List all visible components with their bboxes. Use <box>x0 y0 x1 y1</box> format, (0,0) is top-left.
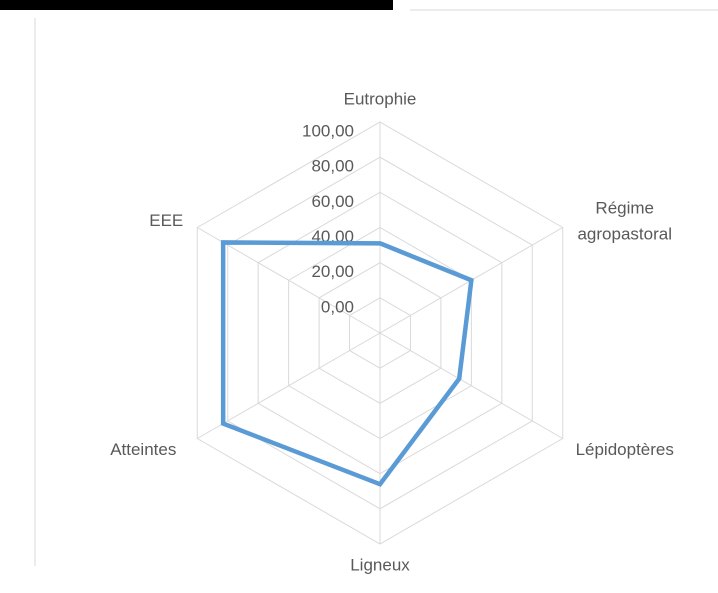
spoke <box>197 332 381 439</box>
category-label: Ligneux <box>350 555 410 574</box>
category-label: Atteintes <box>110 440 176 459</box>
category-label: EEE <box>149 211 183 230</box>
series-line <box>220 240 474 487</box>
spoke <box>379 332 563 439</box>
category-label: Régime agropastoral <box>577 199 672 244</box>
r-tick-label: 100,00 <box>302 121 354 140</box>
category-label: Lépidoptères <box>576 440 674 459</box>
top-bar <box>0 0 393 10</box>
r-tick-label: 60,00 <box>311 192 354 211</box>
r-tick-label: 80,00 <box>311 157 354 176</box>
spoke <box>197 227 381 334</box>
category-label: Eutrophie <box>344 89 417 108</box>
r-tick-label: 20,00 <box>311 262 354 281</box>
r-tick-label: 0,00 <box>321 297 354 316</box>
